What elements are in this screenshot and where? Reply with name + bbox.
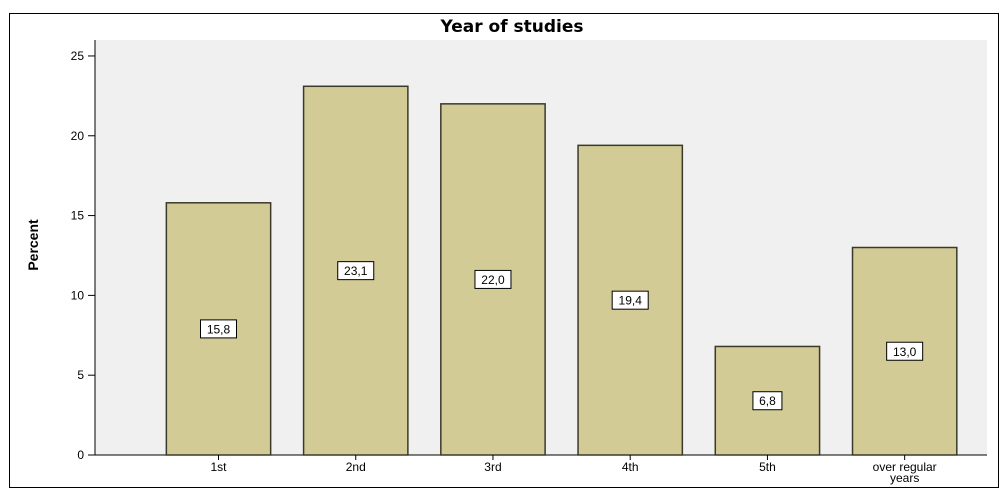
y-tick-label: 20: [71, 129, 85, 143]
data-label-box: [752, 391, 783, 411]
y-tick-label: 0: [77, 448, 84, 462]
y-tick-label: 10: [71, 288, 85, 302]
x-tick-label: 1st: [210, 460, 227, 474]
y-tick-label: 25: [71, 49, 85, 63]
data-label-box: [611, 290, 649, 310]
data-label: 19,4: [619, 294, 643, 308]
data-label: 6,8: [759, 394, 776, 408]
x-tick-label: 5th: [759, 460, 776, 474]
x-tick-label: over regular years: [873, 460, 937, 485]
data-label: 15,8: [207, 322, 231, 336]
y-tick-label: 5: [77, 368, 84, 382]
y-axis-label: Percent: [25, 219, 41, 271]
data-label-box: [337, 261, 375, 281]
data-label-box: [200, 319, 238, 339]
x-tick-label: 2nd: [346, 460, 366, 474]
data-label-box: [886, 341, 924, 361]
x-tick-label: 3rd: [484, 460, 501, 474]
data-label: 23,1: [344, 264, 368, 278]
x-tick-label: 4th: [622, 460, 639, 474]
plot-area: 0 5 10 15 20 25 1st 15,8 2nd 23,1 3rd 22,0 4th 19,4 5t…: [71, 40, 987, 485]
data-label: 13,0: [893, 345, 917, 359]
data-label-box: [474, 269, 512, 289]
data-label: 22,0: [481, 273, 505, 287]
chart-title: Year of studies: [439, 17, 583, 37]
y-tick-label: 15: [71, 209, 85, 223]
